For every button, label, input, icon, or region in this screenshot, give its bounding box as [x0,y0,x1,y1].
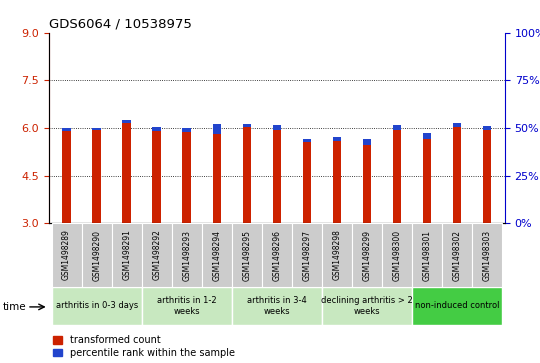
Bar [232,223,262,287]
Text: arthritis in 3-4
weeks: arthritis in 3-4 weeks [247,296,307,315]
Text: GSM1498298: GSM1498298 [332,229,341,281]
Bar [333,138,341,141]
Text: GSM1498297: GSM1498297 [302,229,311,281]
Bar [123,120,131,123]
Bar [333,141,341,223]
Bar [202,223,232,287]
Bar [442,223,472,287]
Text: GSM1498302: GSM1498302 [453,229,461,281]
Bar [302,139,311,142]
Bar [423,133,431,139]
Bar [362,146,371,223]
Text: GSM1498295: GSM1498295 [242,229,251,281]
Bar [63,128,71,131]
Text: GSM1498300: GSM1498300 [393,229,401,281]
Bar [141,223,172,287]
Text: GSM1498291: GSM1498291 [122,229,131,281]
Bar [393,130,401,223]
Text: time: time [3,302,26,312]
Bar [273,125,281,130]
Text: GSM1498299: GSM1498299 [362,229,372,281]
Text: GSM1498289: GSM1498289 [62,229,71,281]
Text: GSM1498290: GSM1498290 [92,229,101,281]
Bar [483,126,491,130]
Text: arthritis in 0-3 days: arthritis in 0-3 days [56,301,138,310]
Bar [242,124,251,127]
Bar [82,223,112,287]
Bar [412,287,502,325]
Bar [453,127,461,223]
Bar [302,142,311,223]
Bar [183,132,191,223]
Bar [213,134,221,223]
Bar [273,130,281,223]
Bar [352,223,382,287]
Text: non-induced control: non-induced control [415,301,499,310]
Bar [292,223,322,287]
Text: GSM1498303: GSM1498303 [482,229,491,281]
Bar [92,130,101,223]
Legend: transformed count, percentile rank within the sample: transformed count, percentile rank withi… [53,335,235,358]
Bar [393,125,401,130]
Bar [213,124,221,134]
Bar [453,123,461,127]
Bar [322,223,352,287]
Bar [423,139,431,223]
Bar [152,127,161,131]
Bar [483,130,491,223]
Text: GSM1498294: GSM1498294 [212,229,221,281]
Bar [472,223,502,287]
Bar [63,131,71,223]
Bar [141,287,232,325]
Text: GSM1498296: GSM1498296 [272,229,281,281]
Text: arthritis in 1-2
weeks: arthritis in 1-2 weeks [157,296,217,315]
Bar [183,128,191,132]
Text: GDS6064 / 10538975: GDS6064 / 10538975 [49,17,192,30]
Bar [152,131,161,223]
Bar [412,223,442,287]
Text: GSM1498292: GSM1498292 [152,229,161,281]
Bar [262,223,292,287]
Bar [172,223,202,287]
Bar [92,128,101,130]
Bar [322,287,412,325]
Bar [242,127,251,223]
Text: GSM1498301: GSM1498301 [422,229,431,281]
Bar [232,287,322,325]
Bar [123,123,131,223]
Bar [52,223,82,287]
Bar [382,223,412,287]
Bar [112,223,141,287]
Text: GSM1498293: GSM1498293 [182,229,191,281]
Bar [362,139,371,146]
Text: declining arthritis > 2
weeks: declining arthritis > 2 weeks [321,296,413,315]
Bar [52,287,141,325]
